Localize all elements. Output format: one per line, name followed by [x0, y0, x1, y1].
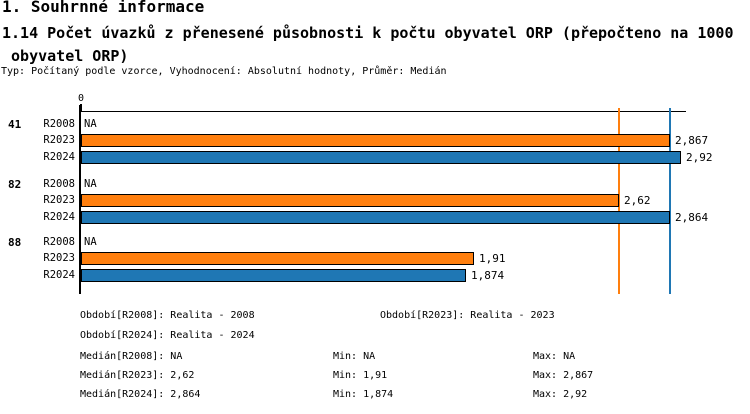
chart-row: 41 R2008 NA: [0, 118, 750, 131]
chart-row: R2024 2,864: [0, 211, 750, 224]
stat-median-r2008: Medián[R2008]: NA: [80, 351, 183, 362]
bar-value-label: 2,62: [624, 194, 651, 207]
bar-r2024: [81, 211, 670, 224]
row-label: R2023: [43, 134, 75, 146]
bar-value-label: 2,867: [675, 134, 709, 147]
axis-zero-label: 0: [77, 93, 85, 104]
stat-median-r2023: Medián[R2023]: 2,62: [80, 370, 195, 381]
row-label: R2023: [43, 194, 75, 206]
chart-meta: Typ: Počítaný podle vzorce, Vyhodnocení:…: [1, 66, 447, 77]
row-label: R2008: [43, 236, 75, 248]
group-label: 82: [8, 178, 22, 191]
axis-top-line: [80, 111, 686, 112]
group-label: 41: [8, 118, 22, 131]
row-label: R2024: [43, 211, 75, 223]
axis-tick: [80, 104, 82, 111]
na-value-label: NA: [84, 118, 97, 130]
group-label: 88: [8, 236, 22, 249]
row-label: R2023: [43, 252, 75, 264]
chart-row: R2023 1,91: [0, 252, 750, 265]
bar-chart: 0 41 R2008 NA R2023 2,867 R2024 2,92 82 R2008 NA R…: [0, 93, 750, 305]
na-value-label: NA: [84, 236, 97, 248]
bar-r2024: [81, 151, 681, 164]
stat-median-r2024: Medián[R2024]: 2,864: [80, 389, 201, 400]
median-line-r2024: [669, 108, 671, 294]
chart-row: 88 R2008 NA: [0, 236, 750, 249]
axis-vertical-line: [79, 105, 81, 294]
row-label: R2024: [43, 269, 75, 281]
stat-max-r2024: Max: 2,92: [533, 389, 588, 400]
bar-value-label: 1,874: [471, 269, 505, 282]
stat-min-r2023: Min: 1,91: [333, 370, 388, 381]
stat-max-r2008: Max: NA: [533, 351, 576, 362]
na-value-label: NA: [84, 178, 97, 190]
row-label: R2008: [43, 118, 75, 130]
row-label: R2008: [43, 178, 75, 190]
row-label: R2024: [43, 151, 75, 163]
legend-item-r2024: Období[R2024]: Realita - 2024: [80, 330, 255, 341]
stat-max-r2023: Max: 2,867: [533, 370, 594, 381]
bar-r2024: [81, 269, 466, 282]
chart-row: R2024 2,92: [0, 151, 750, 164]
bar-value-label: 2,92: [686, 151, 713, 164]
stat-min-r2008: Min: NA: [333, 351, 376, 362]
page-title: 1. Souhrnné informace: [2, 0, 205, 16]
chart-row: R2024 1,874: [0, 269, 750, 282]
legend-item-r2008: Období[R2008]: Realita - 2008: [80, 310, 255, 321]
bar-r2023: [81, 134, 670, 147]
legend-item-r2023: Období[R2023]: Realita - 2023: [380, 310, 555, 321]
median-line-r2023: [618, 108, 620, 294]
chart-row: 82 R2008 NA: [0, 178, 750, 191]
bar-value-label: 1,91: [479, 252, 506, 265]
bar-r2023: [81, 252, 474, 265]
bar-value-label: 2,864: [675, 211, 709, 224]
stat-min-r2024: Min: 1,874: [333, 389, 394, 400]
chart-row: R2023 2,62: [0, 194, 750, 207]
chart-row: R2023 2,867: [0, 134, 750, 147]
chart-title: 1.14 Počet úvazků z přenesené působnosti…: [2, 24, 734, 65]
bar-r2023: [81, 194, 619, 207]
